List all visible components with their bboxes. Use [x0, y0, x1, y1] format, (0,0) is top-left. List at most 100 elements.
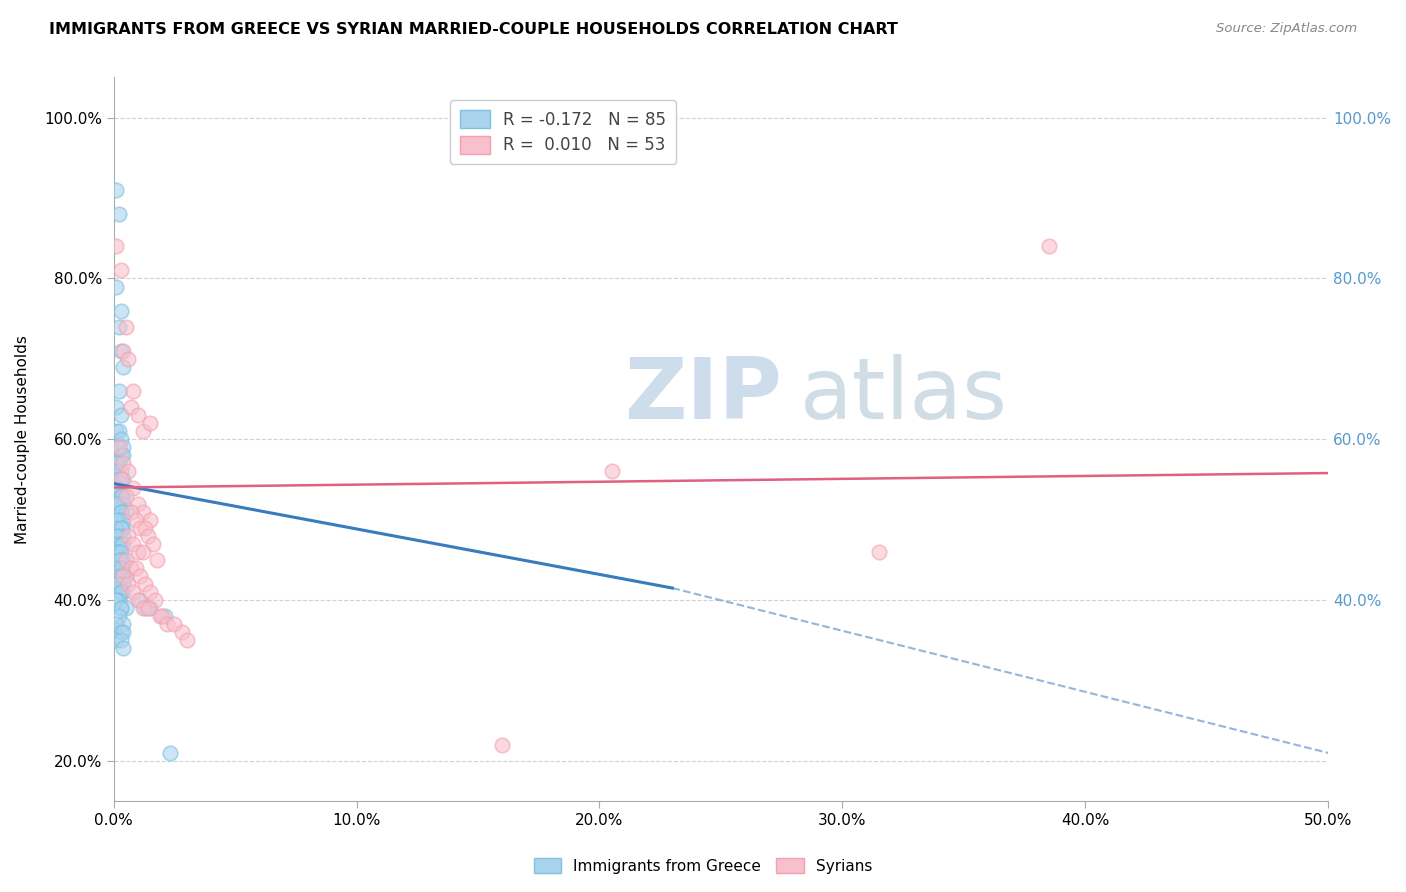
Legend: R = -0.172   N = 85, R =  0.010   N = 53: R = -0.172 N = 85, R = 0.010 N = 53 — [450, 100, 676, 164]
Point — [132, 505, 155, 519]
Point — [107, 577, 129, 591]
Point — [112, 641, 135, 656]
Point — [1038, 239, 1060, 253]
Point — [112, 457, 135, 471]
Point — [120, 505, 142, 519]
Point — [115, 553, 138, 567]
Point — [105, 400, 128, 414]
Point — [105, 561, 128, 575]
Point — [105, 457, 128, 471]
Point — [112, 585, 135, 599]
Point — [120, 400, 142, 414]
Point — [117, 577, 139, 591]
Point — [112, 537, 135, 551]
Point — [110, 545, 132, 559]
Point — [110, 569, 132, 583]
Point — [107, 473, 129, 487]
Point — [127, 408, 149, 422]
Point — [110, 432, 132, 446]
Point — [105, 279, 128, 293]
Point — [115, 601, 138, 615]
Point — [110, 521, 132, 535]
Point — [127, 593, 149, 607]
Point — [134, 601, 156, 615]
Point — [139, 601, 162, 615]
Point — [112, 497, 135, 511]
Point — [136, 529, 159, 543]
Point — [105, 593, 128, 607]
Text: ZIP: ZIP — [624, 354, 782, 437]
Point — [110, 585, 132, 599]
Point — [124, 561, 146, 575]
Point — [112, 343, 135, 358]
Point — [107, 424, 129, 438]
Point — [105, 577, 128, 591]
Point — [146, 553, 169, 567]
Point — [129, 521, 152, 535]
Legend: Immigrants from Greece, Syrians: Immigrants from Greece, Syrians — [527, 852, 879, 880]
Point — [122, 384, 145, 398]
Point — [110, 601, 132, 615]
Y-axis label: Married-couple Households: Married-couple Households — [15, 334, 30, 544]
Point — [105, 183, 128, 197]
Point — [112, 449, 135, 463]
Point — [112, 617, 135, 632]
Point — [110, 553, 132, 567]
Point — [132, 545, 155, 559]
Point — [176, 633, 198, 648]
Point — [143, 593, 166, 607]
Point — [139, 585, 162, 599]
Point — [110, 601, 132, 615]
Point — [110, 585, 132, 599]
Point — [107, 609, 129, 624]
Text: IMMIGRANTS FROM GREECE VS SYRIAN MARRIED-COUPLE HOUSEHOLDS CORRELATION CHART: IMMIGRANTS FROM GREECE VS SYRIAN MARRIED… — [49, 22, 898, 37]
Point — [105, 440, 128, 454]
Point — [110, 489, 132, 503]
Point — [868, 545, 890, 559]
Point — [122, 585, 145, 599]
Point — [132, 424, 155, 438]
Point — [110, 449, 132, 463]
Point — [129, 569, 152, 583]
Point — [110, 303, 132, 318]
Point — [115, 319, 138, 334]
Point — [105, 633, 128, 648]
Point — [110, 633, 132, 648]
Point — [107, 545, 129, 559]
Point — [115, 489, 138, 503]
Point — [110, 465, 132, 479]
Point — [110, 505, 132, 519]
Text: atlas: atlas — [800, 354, 1008, 437]
Point — [122, 481, 145, 495]
Point — [107, 593, 129, 607]
Point — [149, 609, 172, 624]
Point — [139, 513, 162, 527]
Point — [112, 521, 135, 535]
Point — [115, 505, 138, 519]
Point — [117, 529, 139, 543]
Point — [110, 625, 132, 640]
Point — [112, 489, 135, 503]
Point — [115, 569, 138, 583]
Text: Source: ZipAtlas.com: Source: ZipAtlas.com — [1216, 22, 1357, 36]
Point — [105, 569, 128, 583]
Point — [142, 537, 165, 551]
Point — [110, 408, 132, 422]
Point — [112, 577, 135, 591]
Point — [112, 553, 135, 567]
Point — [112, 561, 135, 575]
Point — [107, 481, 129, 495]
Point — [117, 351, 139, 366]
Point — [105, 239, 128, 253]
Point — [105, 513, 128, 527]
Point — [112, 473, 135, 487]
Point — [139, 416, 162, 430]
Point — [107, 497, 129, 511]
Point — [112, 529, 135, 543]
Point — [110, 473, 132, 487]
Point — [110, 263, 132, 277]
Point — [107, 384, 129, 398]
Point — [110, 505, 132, 519]
Point — [112, 569, 135, 583]
Point — [120, 561, 142, 575]
